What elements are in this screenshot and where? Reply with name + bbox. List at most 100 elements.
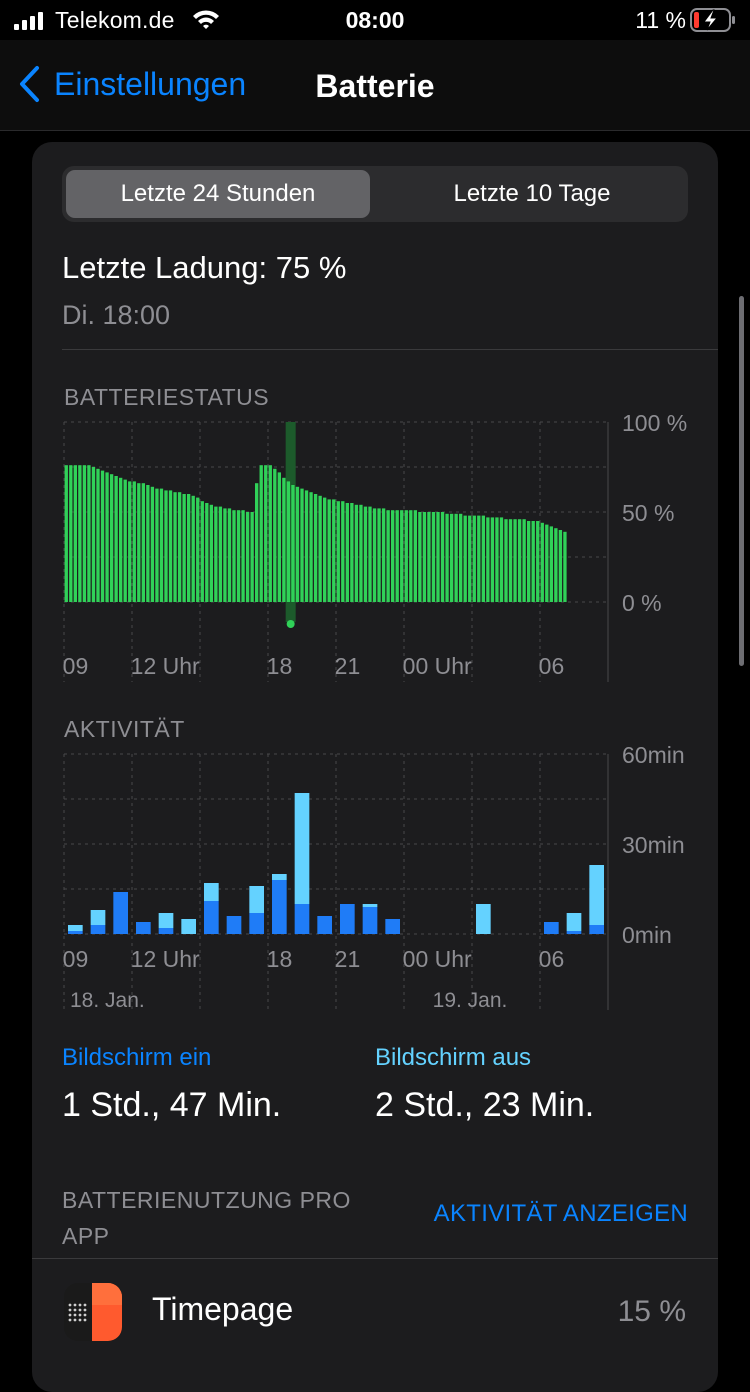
battery-bar [119,477,123,602]
y-tick-label: 0min [622,922,672,948]
app-name: Timepage [152,1291,294,1327]
battery-bar [109,474,114,602]
screen-off-value: 2 Std., 23 Min. [375,1086,595,1124]
x-tick-label: 18 [267,946,293,972]
x-tick-label: 12 Uhr [131,946,200,972]
screen-on-bar [113,892,128,934]
status-bar: Telekom.de 08:00 11 % [0,0,750,40]
battery-bar [159,488,164,602]
screen-on-bar [158,928,174,934]
battery-bar [304,490,309,602]
battery-bar [141,483,145,602]
app-row-timepage[interactable]: Timepage 15 % [32,1259,718,1379]
scroll-indicator[interactable] [739,296,744,666]
battery-bar [191,495,195,602]
battery-bar [232,510,236,602]
battery-bar [350,503,354,602]
battery-bar [563,531,567,602]
tab-last-24-hours[interactable]: Letzte 24 Stunden [66,170,370,218]
battery-bar [214,506,218,602]
battery-bar [495,517,499,602]
carrier-name: Telekom.de [55,7,175,33]
battery-bar [522,519,526,602]
screen-on-label: Bildschirm ein [62,1044,212,1071]
battery-bar [91,467,96,602]
battery-bar [468,515,472,602]
battery-bar [363,506,368,602]
battery-bar [182,494,186,602]
battery-bar [454,513,458,602]
back-button[interactable]: Einstellungen [18,64,246,104]
divider [62,349,718,350]
battery-bar [96,468,100,602]
battery-bar [264,465,268,602]
battery-bar [554,528,558,602]
battery-bar [282,477,286,602]
x-tick-label: 06 [539,653,565,679]
screen-on-bar [136,922,151,934]
tab-last-10-days[interactable]: Letzte 10 Tage [453,180,611,207]
screen-on-bar [226,916,242,934]
battery-bar [318,495,322,602]
screen-off-bar [181,919,196,934]
battery-bar [418,512,422,602]
battery-bar [486,517,490,602]
battery-bar [459,513,463,602]
battery-bar [105,472,109,602]
screen-on-bar [362,907,378,934]
x-tick-label: 21 [335,946,361,972]
battery-bar [300,488,304,602]
battery-charging-icon [690,8,735,32]
screen-off-bar [158,913,174,928]
battery-bar [531,521,535,602]
battery-bar [440,512,445,602]
x-tick-label: 00 Uhr [403,946,472,972]
screen-off-bar [68,925,83,931]
screen-on-bar [204,901,219,934]
x-tick-label: 18 [267,653,293,679]
battery-bar [295,486,300,602]
battery-bar [245,512,250,602]
screen-on-bar [544,922,559,934]
battery-bar [255,483,259,602]
battery-bar [345,503,349,602]
battery-bar [504,519,508,602]
divider [32,1258,718,1259]
screen-on-bar [294,904,310,934]
navigation-bar: Einstellungen Batterie [0,40,750,131]
battery-bar [100,470,105,602]
battery-bar [413,510,417,602]
battery-bar [73,465,77,602]
battery-bar [64,465,68,602]
battery-bar [150,486,155,602]
battery-bar [218,506,223,602]
activity-chart[interactable]: 60min 30min 0min 09 12 Uhr 18 21 00 Uhr 06 18. Ja… [32,742,718,1022]
y-tick-label: 50 % [622,500,674,526]
battery-bar [558,530,563,602]
battery-bar [200,501,204,602]
battery-bar [286,481,291,602]
battery-bar [155,488,159,602]
x-tick-label: 09 [63,653,89,679]
back-label[interactable]: Einstellungen [54,65,247,102]
battery-bar [381,508,386,602]
x-tick-label: 00 Uhr [403,653,472,679]
x-tick-label: 12 Uhr [131,653,200,679]
y-tick-label: 30min [622,832,685,858]
battery-bar [313,494,318,602]
x-tick-label: 21 [335,653,361,679]
battery-percent: 11 % [635,7,686,33]
battery-bar [259,465,263,602]
battery-bar [241,510,245,602]
battery-bar [69,465,73,602]
battery-bar [291,485,295,602]
timepage-app-icon [64,1283,122,1341]
battery-bar [187,494,191,602]
screen-off-bar [589,865,604,925]
x-tick-label: 09 [63,946,89,972]
battery-level-chart[interactable]: 100 % 50 % 0 % 09 12 Uhr 18 21 00 Uhr 06 [32,412,718,682]
show-activity-button[interactable]: AKTIVITÄT ANZEIGEN [433,1200,688,1227]
battery-bar [332,499,336,602]
screen-on-bar [589,925,604,934]
battery-bar [205,503,209,602]
